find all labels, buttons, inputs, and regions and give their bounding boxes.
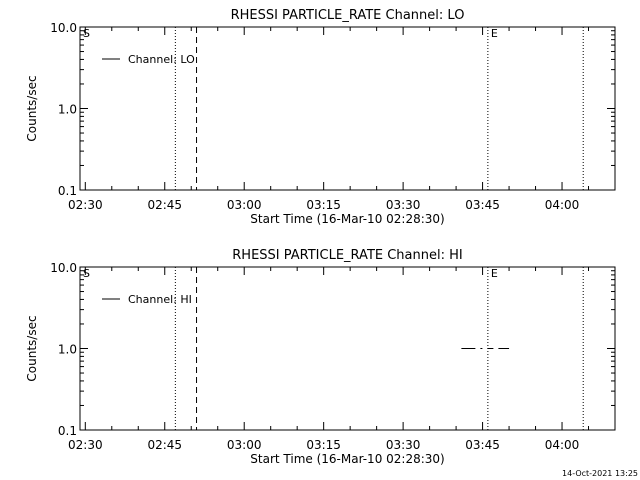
y-tick-label: 10.0 [50, 261, 77, 275]
x-tick-label: 04:00 [545, 198, 580, 212]
y-axis-label: Counts/sec [25, 75, 39, 141]
legend-entry: Channel: LO [128, 53, 195, 66]
chart-title: RHESSI PARTICLE_RATE Channel: LO [231, 8, 465, 23]
y-tick-label: 0.1 [58, 424, 77, 438]
x-tick-label: 03:30 [386, 198, 421, 212]
plot-frame [79, 26, 616, 191]
chart-panel: RHESSI PARTICLE_RATE Channel: HI 0.1 1.0 10… [25, 248, 616, 466]
plot-frame [79, 266, 616, 431]
x-axis-label: Start Time (16-Mar-10 02:28:30) [250, 452, 444, 466]
x-tick-label: 02:30 [68, 438, 103, 452]
event-marker-label: S [83, 267, 90, 280]
x-tick-label: 03:15 [306, 198, 341, 212]
legend-entry: Channel: HI [128, 293, 192, 306]
x-tick-label: 03:30 [386, 438, 421, 452]
event-marker-label: E [491, 27, 498, 40]
y-axis-label: Counts/sec [25, 315, 39, 381]
chart-panels: RHESSI PARTICLE_RATE Channel: LO 0.1 1.0 10… [25, 8, 616, 466]
footer-timestamp: 14-Oct-2021 13:25 [562, 469, 638, 478]
y-tick-label: 1.0 [58, 343, 77, 357]
chart-title: RHESSI PARTICLE_RATE Channel: HI [232, 248, 462, 263]
x-tick-label: 03:00 [227, 198, 262, 212]
y-tick-label: 10.0 [50, 21, 77, 35]
x-tick-label: 02:45 [147, 438, 182, 452]
x-tick-label: 04:00 [545, 438, 580, 452]
y-tick-label: 0.1 [58, 184, 77, 198]
event-marker-label: S [83, 27, 90, 40]
x-tick-label: 02:45 [147, 198, 182, 212]
x-axis-label: Start Time (16-Mar-10 02:28:30) [250, 212, 444, 226]
chart-panel: RHESSI PARTICLE_RATE Channel: LO 0.1 1.0 10… [25, 8, 616, 226]
x-tick-label: 03:00 [227, 438, 262, 452]
x-tick-label: 03:45 [465, 198, 500, 212]
x-tick-label: 02:30 [68, 198, 103, 212]
event-marker-label: E [491, 267, 498, 280]
y-tick-label: 1.0 [58, 103, 77, 117]
x-tick-label: 03:15 [306, 438, 341, 452]
x-tick-label: 03:45 [465, 438, 500, 452]
